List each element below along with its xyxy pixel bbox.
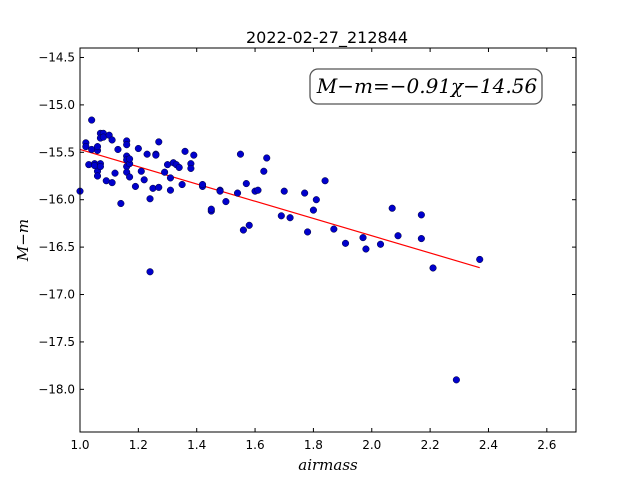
y-tick-label: −17.5 bbox=[38, 335, 75, 349]
data-point bbox=[85, 161, 93, 169]
data-point bbox=[134, 144, 142, 153]
data-point bbox=[476, 255, 484, 263]
data-point bbox=[131, 182, 139, 190]
data-point bbox=[111, 169, 119, 177]
data-point bbox=[82, 143, 90, 151]
data-point bbox=[198, 180, 207, 189]
data-point bbox=[143, 150, 151, 158]
data-point bbox=[126, 173, 134, 181]
data-point bbox=[126, 155, 134, 163]
data-point bbox=[245, 221, 253, 229]
x-tick-label: 1.4 bbox=[187, 438, 206, 452]
y-tick-label: −15.0 bbox=[38, 98, 75, 112]
data-point bbox=[330, 225, 338, 233]
x-tick-label: 2.6 bbox=[537, 438, 556, 452]
data-point bbox=[388, 204, 396, 212]
data-points-layer bbox=[76, 116, 484, 384]
data-point bbox=[207, 205, 215, 213]
chart-title: 2022-02-27_212844 bbox=[246, 28, 408, 48]
data-point bbox=[161, 168, 169, 176]
data-point bbox=[88, 116, 96, 124]
x-tick-label: 2.0 bbox=[362, 438, 381, 452]
x-tick-label: 1.0 bbox=[70, 438, 89, 452]
y-tick-label: −18.0 bbox=[38, 382, 75, 396]
y-tick-label: −17.0 bbox=[38, 288, 75, 302]
data-point bbox=[376, 240, 385, 248]
x-tick-label: 1.2 bbox=[129, 438, 148, 452]
data-point bbox=[359, 234, 367, 242]
data-point bbox=[155, 183, 163, 191]
data-point bbox=[123, 141, 131, 149]
data-point bbox=[181, 147, 189, 155]
data-point bbox=[309, 206, 317, 214]
data-point bbox=[137, 167, 145, 175]
data-point bbox=[429, 264, 437, 272]
data-point bbox=[301, 189, 309, 197]
data-point bbox=[394, 232, 402, 240]
x-tick-label: 1.8 bbox=[304, 438, 323, 452]
data-point bbox=[277, 212, 285, 220]
data-point bbox=[93, 172, 102, 180]
data-point bbox=[175, 163, 183, 172]
data-point bbox=[312, 196, 320, 204]
data-point bbox=[117, 199, 125, 208]
equation-box bbox=[309, 68, 543, 105]
data-point bbox=[152, 151, 160, 159]
data-point bbox=[146, 195, 154, 203]
fit-line-layer bbox=[79, 148, 480, 269]
data-point bbox=[108, 136, 116, 144]
equation-annotation: M−m=−0.91χ−14.56 bbox=[316, 74, 538, 98]
y-tick-label: −16.0 bbox=[38, 193, 75, 207]
x-tick-label: 1.6 bbox=[246, 438, 265, 452]
data-point bbox=[166, 186, 174, 194]
data-point bbox=[93, 143, 102, 151]
y-tick-label: −14.5 bbox=[38, 50, 75, 64]
data-point bbox=[190, 151, 198, 159]
data-point bbox=[108, 179, 116, 187]
y-tick-label: −16.5 bbox=[38, 240, 75, 254]
data-point bbox=[216, 187, 224, 195]
data-point bbox=[146, 268, 154, 276]
data-point bbox=[242, 180, 250, 188]
data-point bbox=[260, 167, 268, 175]
data-point bbox=[155, 138, 163, 146]
axis-ticks: 1.0 1.2 1.4 1.6 1.8 2.0 2.2 2.4 2.6 −14.5 −15.0 −15… bbox=[38, 48, 576, 452]
data-point bbox=[149, 184, 157, 192]
data-point bbox=[417, 235, 425, 243]
y-tick-label: −15.5 bbox=[38, 145, 75, 159]
data-point bbox=[234, 189, 242, 197]
data-point bbox=[96, 162, 104, 171]
data-point bbox=[140, 176, 148, 184]
plot-frame bbox=[79, 47, 577, 433]
data-point bbox=[304, 228, 312, 236]
data-point bbox=[452, 376, 460, 384]
data-point bbox=[114, 145, 122, 154]
data-point bbox=[239, 226, 247, 234]
data-point bbox=[254, 186, 262, 194]
data-point bbox=[321, 177, 329, 185]
y-axis-label: M−m bbox=[14, 219, 32, 262]
data-point bbox=[362, 245, 370, 253]
data-point bbox=[286, 214, 294, 222]
data-point bbox=[236, 150, 245, 158]
x-axis-label: airmass bbox=[298, 456, 358, 474]
x-tick-label: 2.2 bbox=[421, 438, 440, 452]
x-tick-label: 2.4 bbox=[479, 438, 498, 452]
data-point bbox=[178, 180, 186, 189]
fit-line bbox=[79, 148, 480, 269]
data-point bbox=[263, 154, 271, 162]
data-point bbox=[417, 211, 425, 219]
data-point bbox=[88, 145, 96, 154]
data-point bbox=[222, 198, 230, 206]
data-point bbox=[166, 174, 174, 182]
plot-area bbox=[80, 48, 576, 432]
data-point bbox=[187, 164, 195, 172]
data-point bbox=[341, 239, 350, 247]
data-point bbox=[280, 187, 288, 195]
